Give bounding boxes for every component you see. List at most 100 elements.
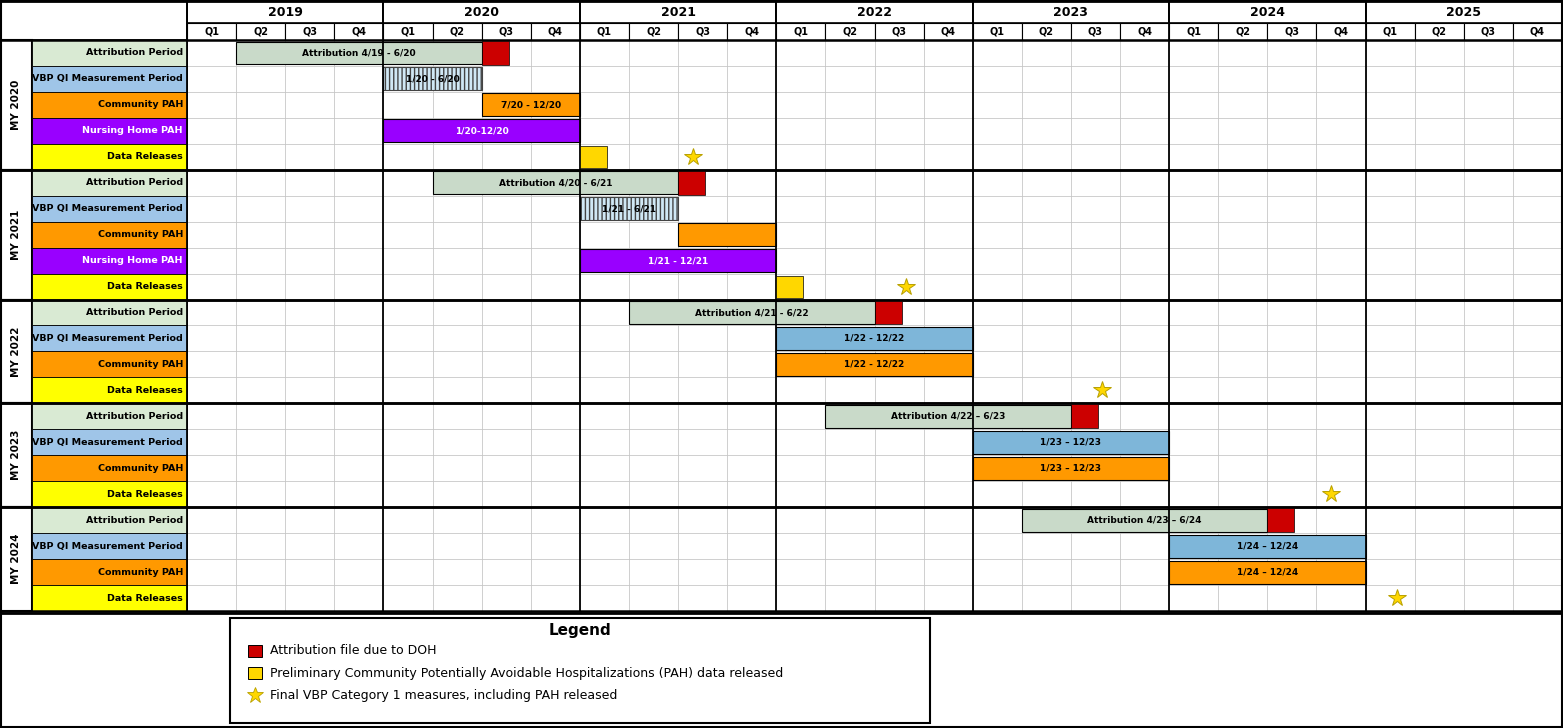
Bar bbox=[1366, 585, 1415, 611]
Bar bbox=[1513, 40, 1561, 66]
Bar bbox=[924, 585, 972, 611]
Bar bbox=[1316, 481, 1366, 507]
Bar bbox=[1169, 144, 1218, 170]
Bar bbox=[727, 533, 777, 559]
Bar bbox=[777, 23, 825, 40]
Bar bbox=[678, 507, 727, 533]
Bar bbox=[481, 559, 531, 585]
Bar bbox=[727, 299, 777, 325]
Bar bbox=[284, 92, 334, 118]
Text: Q4: Q4 bbox=[744, 26, 760, 36]
Bar bbox=[1218, 248, 1268, 274]
Bar bbox=[678, 325, 727, 352]
Text: 2022: 2022 bbox=[857, 6, 892, 18]
Bar bbox=[628, 559, 678, 585]
Bar bbox=[236, 274, 284, 299]
Bar bbox=[433, 403, 481, 430]
Bar bbox=[727, 352, 777, 377]
Bar bbox=[777, 403, 825, 430]
Text: Nursing Home PAH: Nursing Home PAH bbox=[83, 256, 183, 265]
Bar bbox=[236, 403, 284, 430]
Bar bbox=[284, 325, 334, 352]
Bar bbox=[1169, 118, 1218, 144]
Bar bbox=[236, 118, 284, 144]
Bar bbox=[0, 403, 1561, 507]
Bar bbox=[1268, 481, 1316, 507]
Bar bbox=[236, 325, 284, 352]
Bar bbox=[1121, 144, 1169, 170]
Bar bbox=[383, 118, 433, 144]
Text: Community PAH: Community PAH bbox=[97, 464, 183, 472]
Bar bbox=[777, 1, 972, 23]
Bar bbox=[1316, 92, 1366, 118]
Bar bbox=[236, 66, 284, 92]
Text: Q4: Q4 bbox=[547, 26, 563, 36]
Text: MY 2021: MY 2021 bbox=[11, 210, 20, 260]
Bar bbox=[1316, 144, 1366, 170]
Bar bbox=[1316, 40, 1366, 66]
Bar bbox=[777, 455, 825, 481]
Bar bbox=[777, 327, 972, 350]
Bar bbox=[1366, 1, 1561, 23]
Bar bbox=[1513, 118, 1561, 144]
Bar bbox=[1071, 23, 1121, 40]
Bar bbox=[1316, 196, 1366, 222]
Bar bbox=[236, 248, 284, 274]
Bar bbox=[1022, 455, 1071, 481]
Bar bbox=[972, 456, 1169, 480]
Bar bbox=[924, 403, 972, 430]
Bar bbox=[531, 507, 580, 533]
Bar bbox=[236, 377, 284, 403]
Bar bbox=[334, 455, 383, 481]
Bar bbox=[383, 66, 433, 92]
Bar bbox=[875, 299, 924, 325]
Bar bbox=[31, 559, 188, 585]
Bar bbox=[875, 118, 924, 144]
Bar bbox=[628, 481, 678, 507]
Bar bbox=[875, 196, 924, 222]
Bar bbox=[1071, 481, 1121, 507]
Bar bbox=[1022, 559, 1071, 585]
Bar bbox=[1071, 274, 1121, 299]
Bar bbox=[1071, 325, 1121, 352]
Bar bbox=[334, 196, 383, 222]
Bar bbox=[1121, 403, 1169, 430]
Bar bbox=[628, 92, 678, 118]
Bar bbox=[31, 455, 188, 481]
Bar bbox=[1022, 144, 1071, 170]
Text: VBP QI Measurement Period: VBP QI Measurement Period bbox=[33, 74, 183, 84]
Text: Legend: Legend bbox=[549, 622, 611, 638]
Text: MY 2020: MY 2020 bbox=[11, 79, 20, 130]
Bar bbox=[1415, 507, 1465, 533]
Bar bbox=[1316, 559, 1366, 585]
Bar bbox=[334, 559, 383, 585]
Bar bbox=[924, 430, 972, 455]
Bar bbox=[481, 40, 531, 66]
Bar bbox=[383, 23, 433, 40]
Bar bbox=[1316, 403, 1366, 430]
Bar bbox=[188, 1, 383, 23]
Text: Q4: Q4 bbox=[1333, 26, 1349, 36]
Bar bbox=[628, 144, 678, 170]
Bar bbox=[188, 274, 236, 299]
Bar bbox=[1169, 325, 1218, 352]
Bar bbox=[531, 403, 580, 430]
Bar bbox=[1366, 118, 1415, 144]
Bar bbox=[678, 377, 727, 403]
Bar bbox=[1022, 23, 1071, 40]
Bar bbox=[972, 196, 1022, 222]
Bar bbox=[1465, 66, 1513, 92]
Bar bbox=[678, 196, 727, 222]
Bar bbox=[433, 23, 481, 40]
Bar bbox=[972, 40, 1022, 66]
Bar bbox=[777, 144, 825, 170]
Bar bbox=[1366, 403, 1415, 430]
Text: Data Releases: Data Releases bbox=[108, 490, 183, 499]
Text: 2023: 2023 bbox=[1053, 6, 1088, 18]
Bar bbox=[1071, 299, 1121, 325]
Bar bbox=[1022, 222, 1071, 248]
Bar bbox=[777, 170, 825, 196]
Bar bbox=[1366, 352, 1415, 377]
Bar bbox=[875, 222, 924, 248]
Bar bbox=[1268, 403, 1316, 430]
